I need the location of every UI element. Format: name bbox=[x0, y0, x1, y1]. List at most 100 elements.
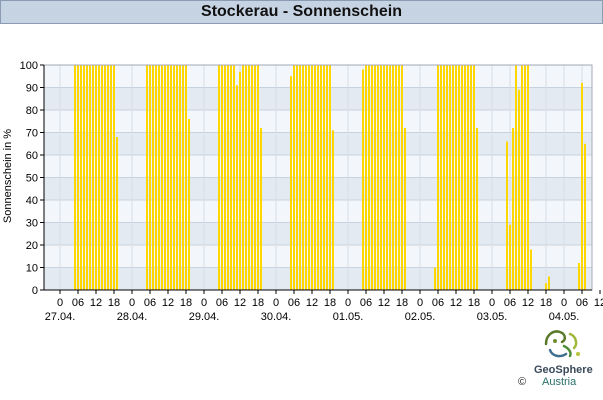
sunshine-bar bbox=[74, 65, 76, 290]
sunshine-bar bbox=[95, 65, 97, 290]
y-tick-label: 60 bbox=[26, 150, 38, 162]
y-tick-label: 10 bbox=[26, 263, 38, 275]
sunshine-bar bbox=[104, 65, 106, 290]
sunshine-bar bbox=[389, 65, 391, 290]
y-tick-labels: 0 10 20 30 40 50 60 70 80 90 100 bbox=[20, 60, 44, 297]
x-tick-hour-label: 06 bbox=[72, 297, 84, 309]
sunshine-bar bbox=[524, 65, 526, 290]
x-tick-hour-label: 06 bbox=[576, 297, 588, 309]
sunshine-bar bbox=[392, 65, 394, 290]
x-tick-hour-label: 12 bbox=[378, 297, 390, 309]
sunshine-bar bbox=[398, 65, 400, 290]
x-tick-labels: 0 06 12 18 27.04. 0 06 12 18 28.04. 0 06 12 18 29.04. 0… bbox=[45, 290, 603, 323]
sunshine-bar bbox=[224, 65, 226, 290]
sunshine-bar bbox=[185, 65, 187, 290]
logo-name: GeoSphere bbox=[534, 364, 593, 376]
sunshine-bar bbox=[314, 65, 316, 290]
sunshine-bar bbox=[239, 71, 241, 290]
x-tick-hour-label: 12 bbox=[594, 297, 603, 309]
sunshine-bar bbox=[80, 65, 82, 290]
sunshine-bar bbox=[242, 65, 244, 290]
sunshine-bar bbox=[152, 65, 154, 290]
sunshine-bar bbox=[578, 263, 580, 290]
sunshine-bar bbox=[368, 65, 370, 290]
sunshine-bar bbox=[323, 65, 325, 290]
x-tick-hour-label: 18 bbox=[324, 297, 336, 309]
sunshine-bar bbox=[317, 65, 319, 290]
sunshine-bar bbox=[179, 65, 181, 290]
copyright-symbol: © bbox=[518, 376, 527, 388]
y-tick-label: 70 bbox=[26, 128, 38, 140]
sunshine-bar bbox=[458, 65, 460, 290]
sunshine-bar bbox=[320, 65, 322, 290]
x-tick-hour-label: 0 bbox=[129, 297, 135, 309]
sunshine-bar bbox=[329, 65, 331, 290]
x-tick-date-label: 03.05. bbox=[477, 311, 508, 323]
sunshine-bar bbox=[476, 128, 478, 290]
x-tick-date-label: 04.05. bbox=[549, 311, 580, 323]
y-tick-label: 90 bbox=[26, 83, 38, 95]
sunshine-bar bbox=[434, 267, 436, 290]
sunshine-bar bbox=[527, 65, 529, 290]
y-tick-label: 100 bbox=[20, 60, 38, 72]
x-tick-hour-label: 0 bbox=[201, 297, 207, 309]
sunshine-bar bbox=[302, 65, 304, 290]
x-tick-hour-label: 0 bbox=[489, 297, 495, 309]
sunshine-bar bbox=[218, 65, 220, 290]
x-tick-hour-label: 12 bbox=[234, 297, 246, 309]
y-tick-label: 0 bbox=[32, 285, 38, 297]
geosphere-logo: GeoSphere © Austria bbox=[512, 326, 602, 396]
sunshine-bar bbox=[374, 65, 376, 290]
sunshine-bar bbox=[245, 65, 247, 290]
x-tick-hour-label: 06 bbox=[360, 297, 372, 309]
x-tick-date-label: 27.04. bbox=[45, 311, 76, 323]
sunshine-bar bbox=[116, 137, 118, 290]
bar-series bbox=[74, 65, 586, 290]
sunshine-bar bbox=[110, 65, 112, 290]
sunshine-bar bbox=[83, 65, 85, 290]
x-tick-hour-label: 0 bbox=[345, 297, 351, 309]
sunshine-bar bbox=[455, 65, 457, 290]
x-tick-hour-label: 06 bbox=[144, 297, 156, 309]
sunshine-bar bbox=[230, 65, 232, 290]
sunshine-bar bbox=[89, 65, 91, 290]
sunshine-bar bbox=[518, 89, 520, 290]
sunshine-bar bbox=[362, 69, 364, 290]
x-tick-hour-label: 18 bbox=[180, 297, 192, 309]
sunshine-bar bbox=[467, 65, 469, 290]
sunshine-bar bbox=[461, 65, 463, 290]
x-tick-hour-label: 0 bbox=[561, 297, 567, 309]
x-tick-hour-label: 06 bbox=[216, 297, 228, 309]
sunshine-bar bbox=[464, 65, 466, 290]
x-tick-hour-label: 18 bbox=[252, 297, 264, 309]
sunshine-bar bbox=[545, 283, 547, 290]
x-tick-hour-label: 12 bbox=[450, 297, 462, 309]
x-tick-hour-label: 0 bbox=[273, 297, 279, 309]
sunshine-bar bbox=[101, 65, 103, 290]
sunshine-bar bbox=[170, 65, 172, 290]
sunshine-bar bbox=[401, 65, 403, 290]
sunshine-bar bbox=[509, 224, 511, 290]
x-tick-date-label: 30.04. bbox=[261, 311, 292, 323]
sunshine-bar bbox=[515, 65, 517, 290]
sunshine-bar bbox=[293, 65, 295, 290]
x-tick-hour-label: 0 bbox=[57, 297, 63, 309]
x-tick-date-label: 02.05. bbox=[405, 311, 436, 323]
x-tick-hour-label: 0 bbox=[417, 297, 423, 309]
sunshine-bar bbox=[182, 65, 184, 290]
sunshine-bar bbox=[506, 141, 508, 290]
x-tick-hour-label: 12 bbox=[90, 297, 102, 309]
sunshine-bar bbox=[149, 65, 151, 290]
sunshine-bar bbox=[164, 65, 166, 290]
sunshine-bar bbox=[158, 65, 160, 290]
sunshine-bar bbox=[470, 65, 472, 290]
sunshine-bar bbox=[188, 119, 190, 290]
sunshine-bar bbox=[581, 83, 583, 290]
sunshine-bar bbox=[521, 65, 523, 290]
sunshine-bar bbox=[332, 130, 334, 290]
x-tick-hour-label: 18 bbox=[468, 297, 480, 309]
x-tick-hour-label: 18 bbox=[108, 297, 120, 309]
sunshine-bar bbox=[290, 76, 292, 290]
sunshine-bar bbox=[173, 65, 175, 290]
